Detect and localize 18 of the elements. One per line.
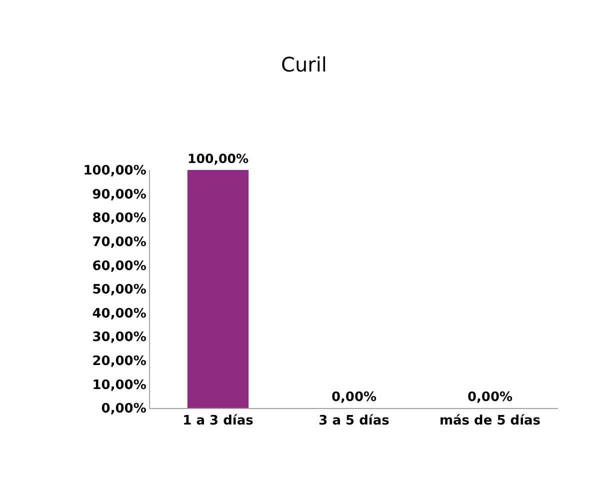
chart-title: Curil (281, 52, 327, 76)
x-tick-label: más de 5 días (439, 414, 541, 429)
data-label: 0,00% (467, 390, 513, 405)
y-tick-label: 50,00% (92, 282, 146, 298)
x-tick-label: 1 a 3 días (182, 414, 254, 429)
y-tick-label: 10,00% (92, 378, 146, 393)
y-tick-label: 0,00% (101, 402, 146, 417)
y-tick-label: 20,00% (92, 354, 146, 369)
y-tick-label: 70,00% (92, 234, 146, 250)
y-tick-label: 100,00% (83, 164, 146, 179)
y-tick-label: 40,00% (92, 306, 146, 322)
x-tick-label: 3 a 5 días (318, 414, 390, 429)
y-tick-label: 30,00% (92, 330, 146, 346)
y-tick-label: 80,00% (92, 211, 146, 226)
y-tick-label: 90,00% (92, 187, 146, 202)
data-label: 100,00% (187, 151, 249, 166)
y-tick-label: 60,00% (92, 258, 146, 274)
data-label: 0,00% (331, 390, 377, 405)
